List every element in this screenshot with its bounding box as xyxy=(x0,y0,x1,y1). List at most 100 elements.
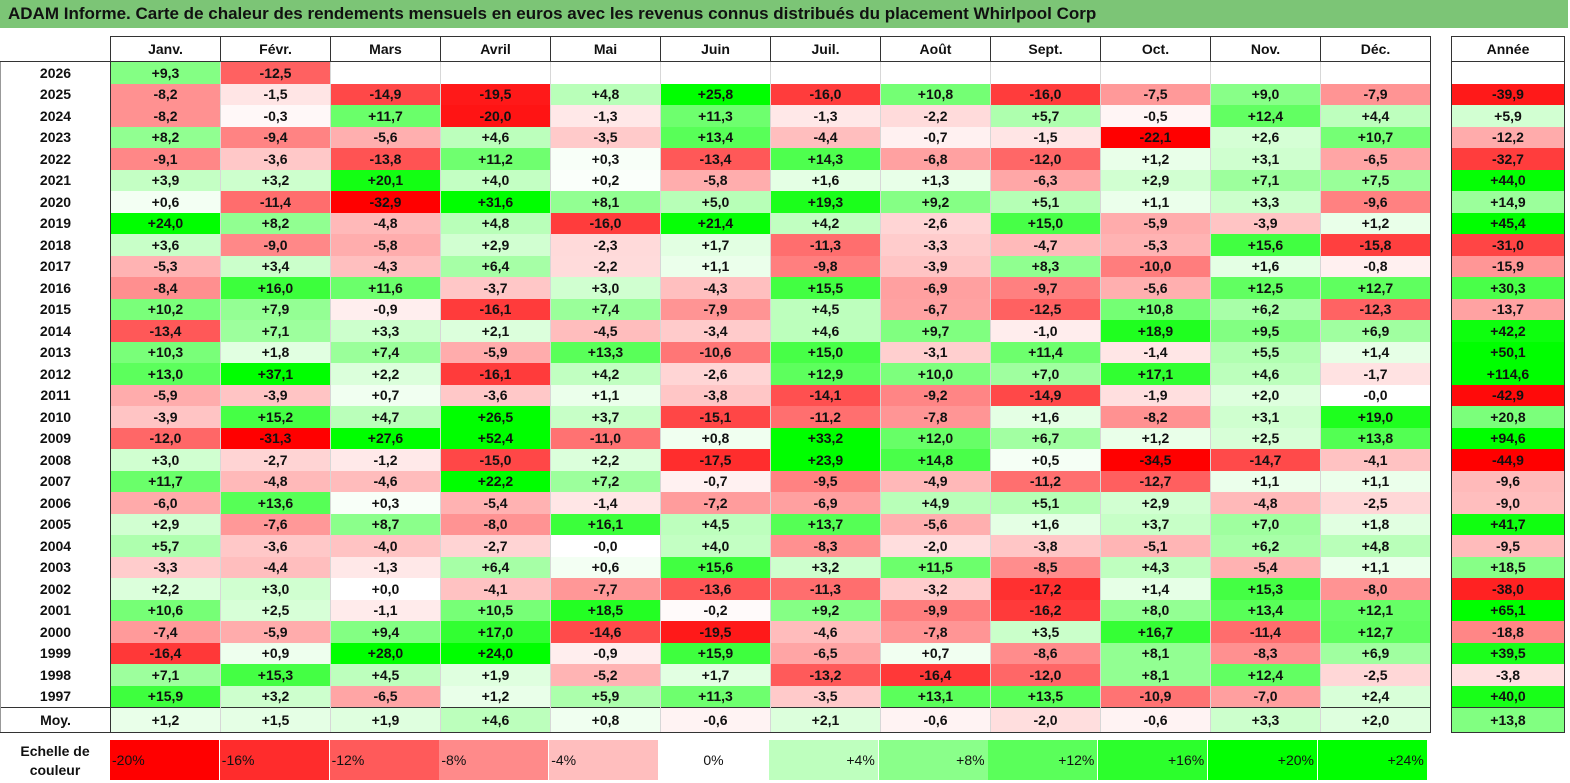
heatmap-cell: -4,0 xyxy=(330,535,441,557)
heatmap-cell: +4,5 xyxy=(330,664,441,686)
year-label: 2001 xyxy=(0,599,111,621)
heatmap-cell: +3,9 xyxy=(110,169,221,191)
heatmap-cell: +2,2 xyxy=(110,578,221,600)
heatmap-cell: +7,2 xyxy=(550,470,661,492)
year-total-cell: +41,7 xyxy=(1451,513,1565,535)
heatmap-cell: +1,7 xyxy=(660,664,771,686)
heatmap-cell: +1,6 xyxy=(770,169,881,191)
heatmap-cell: -3,4 xyxy=(660,320,771,342)
heatmap-cell: -16,0 xyxy=(990,83,1101,105)
heatmap-cell: -4,7 xyxy=(990,234,1101,256)
heatmap-cell: -13,4 xyxy=(110,320,221,342)
heatmap-cell: +52,4 xyxy=(440,427,551,449)
legend-swatch: -8% xyxy=(439,740,549,780)
heatmap-cell: -6,0 xyxy=(110,492,221,514)
legend-swatch: -12% xyxy=(329,740,439,780)
heatmap-cell: +2,6 xyxy=(1210,126,1321,148)
heatmap-cell: +16,7 xyxy=(1100,621,1211,643)
heatmap-cell: +1,1 xyxy=(1100,191,1211,213)
year-row: 2015 +10,2 +7,9 -0,9 -16,1 +7,4 -7,9 +4,5 -6,7 -1… xyxy=(0,298,1431,320)
heatmap-cell: +7,1 xyxy=(110,664,221,686)
heatmap-cell: +16,0 xyxy=(220,277,331,299)
heatmap-cell: -0,7 xyxy=(880,126,991,148)
heatmap-cell: +12,7 xyxy=(1320,621,1431,643)
heatmap-cell: -2,5 xyxy=(1320,492,1431,514)
heatmap-cell: -6,5 xyxy=(330,685,441,708)
heatmap-cell: +5,1 xyxy=(990,492,1101,514)
year-total-cell: +39,5 xyxy=(1451,642,1565,664)
heatmap-cell: +12,9 xyxy=(770,363,881,385)
year-row: 2022 -9,1 -3,6 -13,8 +11,2 +0,3 -13,4 +14,3 -6,8… xyxy=(0,148,1431,170)
heatmap-cell: +1,2 xyxy=(1100,148,1211,170)
heatmap-cell: -0,2 xyxy=(660,599,771,621)
heatmap-cell: +9,5 xyxy=(1210,320,1321,342)
heatmap-cell: -8,2 xyxy=(1100,406,1211,428)
heatmap-cell: -3,8 xyxy=(660,384,771,406)
heatmap-cell: -15,8 xyxy=(1320,234,1431,256)
heatmap-cell: -13,2 xyxy=(770,664,881,686)
heatmap-cell: -9,4 xyxy=(220,126,331,148)
heatmap-cell: +1,8 xyxy=(1320,513,1431,535)
heatmap-cell: -2,3 xyxy=(550,234,661,256)
year-label: 1997 xyxy=(0,685,111,708)
year-label: 2012 xyxy=(0,363,111,385)
heatmap-cell: +13,5 xyxy=(990,685,1101,708)
heatmap-cell: +6,9 xyxy=(1320,642,1431,664)
heatmap-cell: -8,6 xyxy=(990,642,1101,664)
heatmap-cell: +4,2 xyxy=(550,363,661,385)
year-label: 2003 xyxy=(0,556,111,578)
heatmap-cell: +1,9 xyxy=(440,664,551,686)
heatmap-cell xyxy=(330,61,441,84)
heatmap-cell: -8,0 xyxy=(440,513,551,535)
legend-swatch: 0% xyxy=(659,740,768,780)
year-row: 2011 -5,9 -3,9 +0,7 -3,6 +1,1 -3,8 -14,1 -9,2 -14… xyxy=(0,384,1431,406)
year-label: 2021 xyxy=(0,169,111,191)
heatmap-cell: -8,2 xyxy=(110,83,221,105)
heatmap-cell: +12,4 xyxy=(1210,105,1321,127)
heatmap-cell: +4,0 xyxy=(440,169,551,191)
heatmap-cell: -16,1 xyxy=(440,363,551,385)
heatmap-cell: -2,0 xyxy=(880,535,991,557)
heatmap-cell: +15,9 xyxy=(660,642,771,664)
heatmap-cell xyxy=(440,61,551,84)
heatmap-cell: -1,4 xyxy=(550,492,661,514)
heatmap-cell: -11,0 xyxy=(550,427,661,449)
year-label: 2024 xyxy=(0,105,111,127)
heatmap-cell: -32,9 xyxy=(330,191,441,213)
year-row: 2013 +10,3 +1,8 +7,4 -5,9 +13,3 -10,6 +15,0 -3,1… xyxy=(0,341,1431,363)
year-label: 1999 xyxy=(0,642,111,664)
heatmap-cell: -0,8 xyxy=(1320,255,1431,277)
year-total-cell: -39,9 xyxy=(1451,83,1565,105)
heatmap-cell: -5,9 xyxy=(110,384,221,406)
heatmap-cell: +10,2 xyxy=(110,298,221,320)
heatmap-cell: -8,4 xyxy=(110,277,221,299)
heatmap-cell: -7,6 xyxy=(220,513,331,535)
heatmap-cell: -1,1 xyxy=(330,599,441,621)
year-label: 2000 xyxy=(0,621,111,643)
heatmap-cell: -1,3 xyxy=(330,556,441,578)
year-row: 1997 +15,9 +3,2 -6,5 +1,2 +5,9 +11,3 -3,5 +13,1 +… xyxy=(0,685,1431,708)
year-total-cell xyxy=(1451,61,1565,84)
heatmap-cell xyxy=(770,61,881,84)
heatmap-cell: +3,2 xyxy=(770,556,881,578)
heatmap-cell: -22,1 xyxy=(1100,126,1211,148)
heatmap-cell: +15,2 xyxy=(220,406,331,428)
heatmap-cell: +4,0 xyxy=(660,535,771,557)
heatmap-cell: -8,0 xyxy=(1320,578,1431,600)
heatmap-cell: -20,0 xyxy=(440,105,551,127)
heatmap-cell: +7,4 xyxy=(550,298,661,320)
heatmap-cell: -9,9 xyxy=(880,599,991,621)
heatmap-cell: +15,6 xyxy=(1210,234,1321,256)
heatmap-cell: +25,8 xyxy=(660,83,771,105)
heatmap-cell: -11,4 xyxy=(220,191,331,213)
heatmap-cell: -5,3 xyxy=(110,255,221,277)
heatmap-cell: -8,2 xyxy=(110,105,221,127)
heatmap-cell: -16,4 xyxy=(110,642,221,664)
heatmap-cell: +7,1 xyxy=(220,320,331,342)
heatmap-cell: +1,8 xyxy=(220,341,331,363)
heatmap-cell: +1,1 xyxy=(1320,470,1431,492)
heatmap-cell: +4,8 xyxy=(440,212,551,234)
annual-totals-table: Année -39,9 +5,9 -12,2 -32,7 +44,0 +14,9 +45,4-… xyxy=(1451,36,1565,733)
heatmap-cell: -14,6 xyxy=(550,621,661,643)
year-row: 2004 +5,7 -3,6 -4,0 -2,7 -0,0 +4,0 -8,3 -2,0 -3,8… xyxy=(0,535,1431,557)
